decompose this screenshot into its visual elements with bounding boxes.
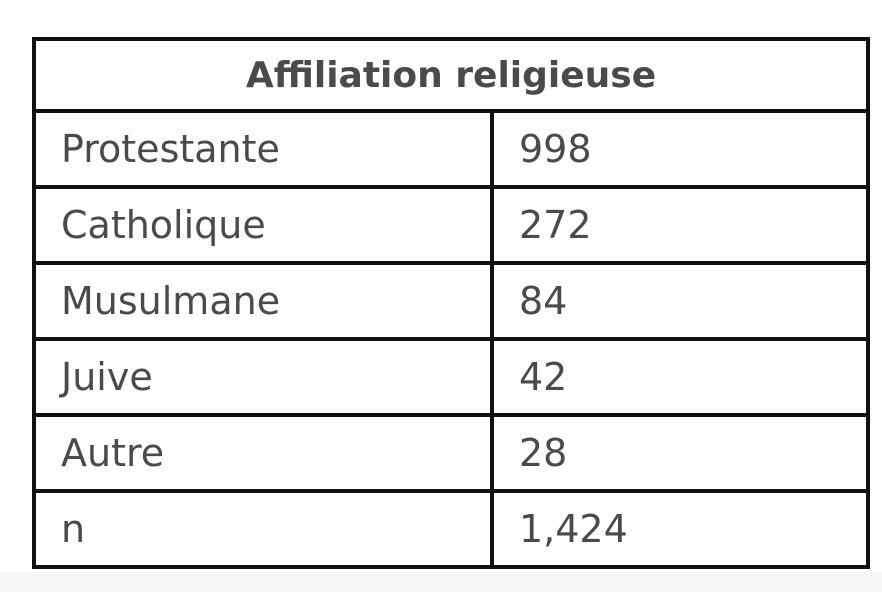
table-header-row: Affiliation religieuse: [32, 37, 870, 113]
row-label: Protestante: [32, 109, 494, 189]
row-value: 28: [490, 413, 870, 493]
row-label: Catholique: [32, 185, 494, 265]
table-row: Musulmane 84: [32, 261, 870, 341]
row-value: 84: [490, 261, 870, 341]
row-label: Juive: [32, 337, 494, 417]
table-row: n 1,424: [32, 489, 870, 569]
row-value: 1,424: [490, 489, 870, 569]
table-row: Protestante 998: [32, 109, 870, 189]
row-label: Autre: [32, 413, 494, 493]
table-row: Autre 28: [32, 413, 870, 493]
table-row: Juive 42: [32, 337, 870, 417]
row-value: 272: [490, 185, 870, 265]
table-row: Catholique 272: [32, 185, 870, 265]
row-value: 42: [490, 337, 870, 417]
row-label: Musulmane: [32, 261, 494, 341]
row-label: n: [32, 489, 494, 569]
row-value: 998: [490, 109, 870, 189]
page-bottom-edge: [0, 572, 882, 592]
table-header: Affiliation religieuse: [32, 37, 870, 113]
religious-affiliation-table: Affiliation religieuse Protestante 998 C…: [32, 37, 870, 569]
